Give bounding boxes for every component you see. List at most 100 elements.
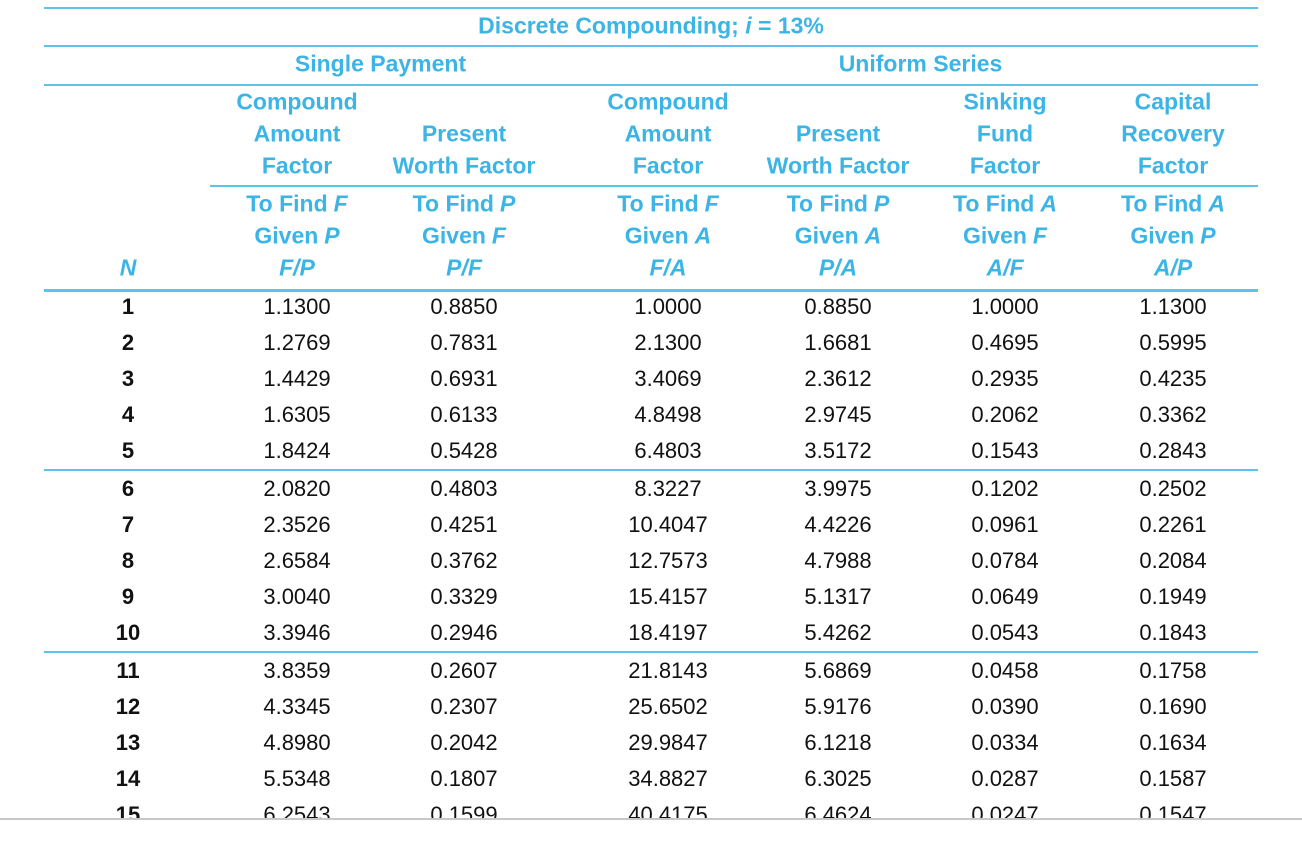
- factor-value: 0.7831: [430, 330, 498, 355]
- factor-value: 1.1300: [263, 294, 331, 319]
- given-label: Given P: [1130, 222, 1216, 249]
- given-text: Given: [963, 222, 1027, 249]
- given-var: F: [1032, 222, 1047, 249]
- factor-value: 18.4197: [628, 620, 708, 645]
- table: Discrete Compounding; i = 13% Single Paym…: [44, 7, 1258, 819]
- rule: [44, 7, 1258, 9]
- factor-value: 4.8980: [263, 730, 331, 755]
- given-text: Given: [1130, 222, 1195, 249]
- factor-value: 0.2502: [1139, 476, 1207, 501]
- factor-value: 0.1634: [1139, 730, 1207, 755]
- factor-value: 1.4429: [263, 366, 331, 391]
- column-name: Present: [421, 120, 507, 147]
- scroll-edge: [0, 818, 1302, 820]
- factor-value: 3.0040: [263, 584, 331, 609]
- factor-value: 1.1300: [1139, 294, 1207, 319]
- factor-value: 3.4069: [634, 366, 702, 391]
- factor-value: 0.0649: [971, 584, 1039, 609]
- factor-value: 1.2769: [263, 330, 331, 355]
- factor-value: 25.6502: [628, 694, 708, 719]
- factor-value: 0.0784: [971, 548, 1039, 573]
- factor-value: 0.0247: [971, 802, 1039, 819]
- factor-value: 0.5995: [1139, 330, 1207, 355]
- column-name: Amount: [253, 120, 341, 147]
- given-var: P: [1200, 222, 1216, 249]
- factor-value: 0.1587: [1139, 766, 1207, 791]
- factor-value: 0.1543: [971, 438, 1039, 463]
- find-var: A: [1040, 190, 1057, 217]
- factor-value: 8.3227: [634, 476, 702, 501]
- factor-value: 0.8850: [430, 294, 498, 319]
- factor-value: 0.1202: [971, 476, 1039, 501]
- period: 1: [121, 294, 135, 319]
- column-name: Capital: [1134, 88, 1212, 115]
- find-var: F: [333, 190, 348, 217]
- factor-value: 0.2935: [971, 366, 1039, 391]
- find-text: To Find: [953, 190, 1035, 217]
- period: 2: [121, 330, 135, 355]
- find-label: To Find P: [786, 190, 890, 217]
- period: 4: [121, 402, 135, 427]
- factor-value: 2.3612: [804, 366, 872, 391]
- period: 11: [116, 658, 140, 683]
- given-text: Given: [624, 222, 689, 249]
- given-var: A: [864, 222, 882, 249]
- column-name: Fund: [976, 120, 1034, 147]
- factor-value: 0.2607: [430, 658, 498, 683]
- column-name: Factor: [1137, 152, 1209, 179]
- factor-value: 15.4157: [628, 584, 708, 609]
- factor-value: 0.1843: [1139, 620, 1207, 645]
- factor-value: 5.6869: [804, 658, 872, 683]
- formula: P/A: [818, 254, 858, 281]
- find-text: To Find: [1121, 190, 1203, 217]
- factor-value: 0.0961: [971, 512, 1039, 537]
- factor-value: 1.0000: [971, 294, 1039, 319]
- rule: [44, 651, 1258, 653]
- factor-value: 2.0820: [263, 476, 331, 501]
- factor-value: 1.6305: [263, 402, 331, 427]
- given-label: Given A: [624, 222, 712, 249]
- factor-value: 5.5348: [263, 766, 331, 791]
- column-name: Factor: [969, 152, 1041, 179]
- find-var: P: [499, 190, 516, 217]
- rule: [44, 84, 1258, 86]
- period: 15: [115, 802, 141, 819]
- factor-value: 5.9176: [804, 694, 872, 719]
- factor-value: 0.1690: [1139, 694, 1207, 719]
- factor-value: 0.2843: [1139, 438, 1207, 463]
- factor-value: 0.0458: [971, 658, 1039, 683]
- period: 5: [121, 438, 135, 463]
- column-name: Factor: [261, 152, 333, 179]
- column-name: Worth Factor: [766, 152, 910, 179]
- given-text: Given: [422, 222, 486, 249]
- factor-value: 0.0543: [971, 620, 1039, 645]
- period: 12: [115, 694, 141, 719]
- given-text: Given: [254, 222, 319, 249]
- factor-value: 3.3946: [263, 620, 331, 645]
- column-name: Factor: [632, 152, 704, 179]
- rule: [44, 289, 1258, 292]
- factor-value: 21.8143: [628, 658, 708, 683]
- given-var: P: [324, 222, 340, 249]
- find-text: To Find: [786, 190, 868, 217]
- formula: P/F: [446, 254, 482, 281]
- factor-value: 0.8850: [804, 294, 872, 319]
- find-label: To Find A: [953, 190, 1057, 217]
- factor-value: 0.6133: [430, 402, 498, 427]
- given-text: Given: [794, 222, 859, 249]
- group-header: Uniform Series: [838, 50, 1003, 77]
- factor-value: 0.1807: [430, 766, 498, 791]
- column-name: Amount: [624, 120, 712, 147]
- factor-value: 4.8498: [634, 402, 702, 427]
- factor-value: 6.3025: [804, 766, 872, 791]
- factor-value: 0.4803: [430, 476, 498, 501]
- period: 3: [121, 366, 135, 391]
- factor-value: 0.4251: [430, 512, 498, 537]
- factor-value: 0.2261: [1139, 512, 1207, 537]
- period: 6: [121, 476, 135, 501]
- given-var: F: [491, 222, 506, 249]
- factor-value: 3.8359: [263, 658, 331, 683]
- n-header: N: [119, 254, 137, 281]
- factor-value: 6.4803: [634, 438, 702, 463]
- given-label: Given F: [422, 222, 506, 249]
